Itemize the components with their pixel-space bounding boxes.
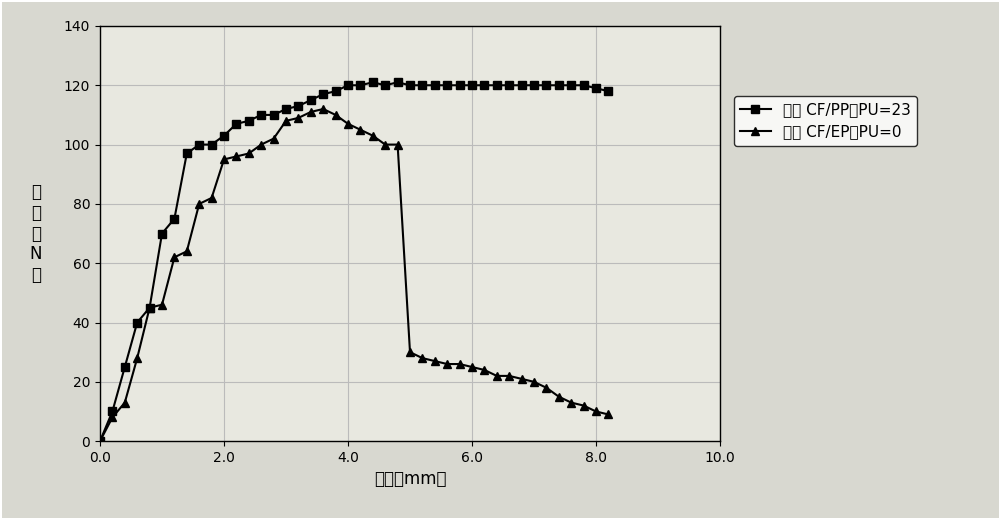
应力 CF/EP：PU=0 (342, 121, 354, 127)
应力 CF/PP：PU=23 (292, 103, 304, 109)
应力 CF/EP：PU=0 (230, 153, 242, 159)
应力 CF/PP：PU=23 (268, 112, 280, 118)
应力 CF/PP：PU=23 (528, 82, 540, 88)
应力 CF/PP：PU=23 (144, 305, 156, 311)
应力 CF/EP：PU=0 (565, 400, 577, 406)
Line: 应力 CF/PP：PU=23: 应力 CF/PP：PU=23 (96, 78, 613, 445)
应力 CF/PP：PU=23 (491, 82, 503, 88)
Legend: 应力 CF/PP：PU=23, 应力 CF/EP：PU=0: 应力 CF/PP：PU=23, 应力 CF/EP：PU=0 (734, 96, 917, 146)
Line: 应力 CF/EP：PU=0: 应力 CF/EP：PU=0 (96, 105, 613, 445)
应力 CF/EP：PU=0 (491, 373, 503, 379)
应力 CF/EP：PU=0 (404, 349, 416, 356)
应力 CF/PP：PU=23 (342, 82, 354, 88)
应力 CF/PP：PU=23 (218, 132, 230, 139)
应力 CF/EP：PU=0 (292, 115, 304, 121)
应力 CF/PP：PU=23 (602, 88, 614, 94)
应力 CF/PP：PU=23 (131, 319, 143, 325)
应力 CF/EP：PU=0 (392, 142, 404, 148)
应力 CF/PP：PU=23 (429, 82, 441, 88)
应力 CF/PP：PU=23 (404, 82, 416, 88)
应力 CF/EP：PU=0 (528, 379, 540, 385)
应力 CF/PP：PU=23 (367, 79, 379, 86)
应力 CF/EP：PU=0 (268, 135, 280, 142)
应力 CF/PP：PU=23 (156, 230, 168, 237)
应力 CF/PP：PU=23 (305, 97, 317, 103)
应力 CF/EP：PU=0 (156, 302, 168, 308)
应力 CF/PP：PU=23 (578, 82, 590, 88)
应力 CF/EP：PU=0 (367, 132, 379, 139)
应力 CF/EP：PU=0 (379, 142, 391, 148)
应力 CF/EP：PU=0 (540, 385, 552, 391)
应力 CF/EP：PU=0 (144, 305, 156, 311)
应力 CF/EP：PU=0 (441, 361, 453, 367)
应力 CF/EP：PU=0 (305, 109, 317, 115)
应力 CF/PP：PU=23 (590, 85, 602, 91)
应力 CF/PP：PU=23 (280, 106, 292, 112)
应力 CF/EP：PU=0 (131, 355, 143, 361)
Y-axis label: 载
荷
（
N
）: 载 荷 （ N ） (30, 183, 42, 284)
应力 CF/PP：PU=23 (106, 408, 118, 415)
应力 CF/PP：PU=23 (466, 82, 478, 88)
应力 CF/PP：PU=23 (181, 151, 193, 157)
应力 CF/EP：PU=0 (590, 408, 602, 415)
应力 CF/EP：PU=0 (119, 400, 131, 406)
应力 CF/PP：PU=23 (317, 91, 329, 97)
应力 CF/EP：PU=0 (94, 438, 106, 444)
应力 CF/EP：PU=0 (181, 248, 193, 254)
应力 CF/PP：PU=23 (379, 82, 391, 88)
应力 CF/PP：PU=23 (416, 82, 428, 88)
应力 CF/EP：PU=0 (243, 151, 255, 157)
应力 CF/EP：PU=0 (416, 355, 428, 361)
应力 CF/PP：PU=23 (565, 82, 577, 88)
应力 CF/EP：PU=0 (255, 142, 267, 148)
应力 CF/PP：PU=23 (168, 215, 180, 222)
应力 CF/PP：PU=23 (119, 364, 131, 370)
应力 CF/PP：PU=23 (230, 121, 242, 127)
应力 CF/EP：PU=0 (478, 367, 490, 373)
应力 CF/PP：PU=23 (255, 112, 267, 118)
应力 CF/EP：PU=0 (280, 118, 292, 124)
应力 CF/PP：PU=23 (243, 118, 255, 124)
应力 CF/PP：PU=23 (354, 82, 366, 88)
应力 CF/EP：PU=0 (429, 358, 441, 364)
应力 CF/PP：PU=23 (454, 82, 466, 88)
应力 CF/EP：PU=0 (193, 201, 205, 207)
应力 CF/PP：PU=23 (206, 142, 218, 148)
应力 CF/EP：PU=0 (168, 254, 180, 261)
应力 CF/EP：PU=0 (578, 402, 590, 408)
应力 CF/PP：PU=23 (330, 88, 342, 94)
应力 CF/PP：PU=23 (540, 82, 552, 88)
应力 CF/EP：PU=0 (466, 364, 478, 370)
应力 CF/PP：PU=23 (478, 82, 490, 88)
应力 CF/PP：PU=23 (516, 82, 528, 88)
应力 CF/PP：PU=23 (94, 438, 106, 444)
应力 CF/PP：PU=23 (193, 142, 205, 148)
应力 CF/EP：PU=0 (454, 361, 466, 367)
应力 CF/EP：PU=0 (602, 412, 614, 418)
应力 CF/PP：PU=23 (392, 79, 404, 86)
X-axis label: 位移（mm）: 位移（mm） (374, 470, 446, 488)
应力 CF/EP：PU=0 (206, 195, 218, 201)
应力 CF/PP：PU=23 (553, 82, 565, 88)
应力 CF/EP：PU=0 (503, 373, 515, 379)
应力 CF/PP：PU=23 (503, 82, 515, 88)
应力 CF/EP：PU=0 (516, 376, 528, 382)
应力 CF/EP：PU=0 (553, 393, 565, 400)
应力 CF/EP：PU=0 (218, 156, 230, 162)
应力 CF/EP：PU=0 (354, 127, 366, 133)
应力 CF/PP：PU=23 (441, 82, 453, 88)
应力 CF/EP：PU=0 (317, 106, 329, 112)
应力 CF/EP：PU=0 (106, 414, 118, 420)
应力 CF/EP：PU=0 (330, 112, 342, 118)
